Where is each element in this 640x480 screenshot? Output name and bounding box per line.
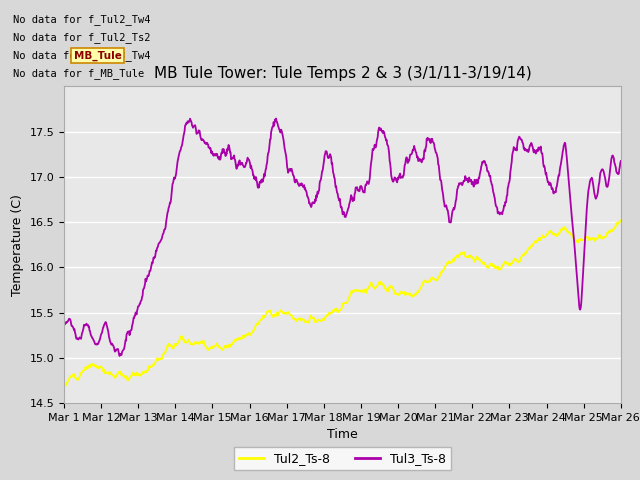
Tul3_Ts-8 bbox=[504, 184, 512, 190]
Tul3_Ts-8 bbox=[60, 323, 68, 328]
Tul2_Ts-8 bbox=[582, 235, 590, 240]
Tul2_Ts-8 bbox=[617, 218, 625, 224]
Text: No data for f_MB_Tule: No data for f_MB_Tule bbox=[13, 68, 144, 79]
Tul2_Ts-8 bbox=[604, 230, 611, 236]
Y-axis label: Temperature (C): Temperature (C) bbox=[11, 194, 24, 296]
Tul2_Ts-8 bbox=[504, 262, 511, 267]
Tul2_Ts-8 bbox=[520, 252, 527, 258]
Title: MB Tule Tower: Tule Temps 2 & 3 (3/1/11-3/19/14): MB Tule Tower: Tule Temps 2 & 3 (3/1/11-… bbox=[154, 66, 531, 81]
Tul3_Ts-8 bbox=[617, 158, 625, 164]
Text: No data for f_Tul2_Tw4: No data for f_Tul2_Tw4 bbox=[13, 13, 150, 24]
Tul2_Ts-8 bbox=[524, 246, 532, 252]
Legend: Tul2_Ts-8, Tul3_Ts-8: Tul2_Ts-8, Tul3_Ts-8 bbox=[234, 447, 451, 470]
Text: No data for f_Tul2_Ts2: No data for f_Tul2_Ts2 bbox=[13, 32, 150, 43]
Tul2_Ts-8 bbox=[61, 384, 68, 390]
Tul2_Ts-8 bbox=[320, 318, 328, 324]
Text: MB_Tule: MB_Tule bbox=[74, 50, 122, 61]
Tul3_Ts-8 bbox=[272, 116, 280, 121]
X-axis label: Time: Time bbox=[327, 429, 358, 442]
Tul3_Ts-8 bbox=[320, 157, 328, 163]
Tul3_Ts-8 bbox=[524, 149, 532, 155]
Tul3_Ts-8 bbox=[116, 353, 124, 359]
Line: Tul3_Ts-8: Tul3_Ts-8 bbox=[64, 119, 621, 356]
Line: Tul2_Ts-8: Tul2_Ts-8 bbox=[64, 220, 621, 387]
Tul3_Ts-8 bbox=[604, 183, 612, 189]
Tul3_Ts-8 bbox=[520, 145, 527, 151]
Tul2_Ts-8 bbox=[616, 217, 624, 223]
Tul3_Ts-8 bbox=[583, 206, 591, 212]
Tul2_Ts-8 bbox=[60, 383, 68, 388]
Text: No data for f_Tul3_Tw4: No data for f_Tul3_Tw4 bbox=[13, 50, 150, 61]
